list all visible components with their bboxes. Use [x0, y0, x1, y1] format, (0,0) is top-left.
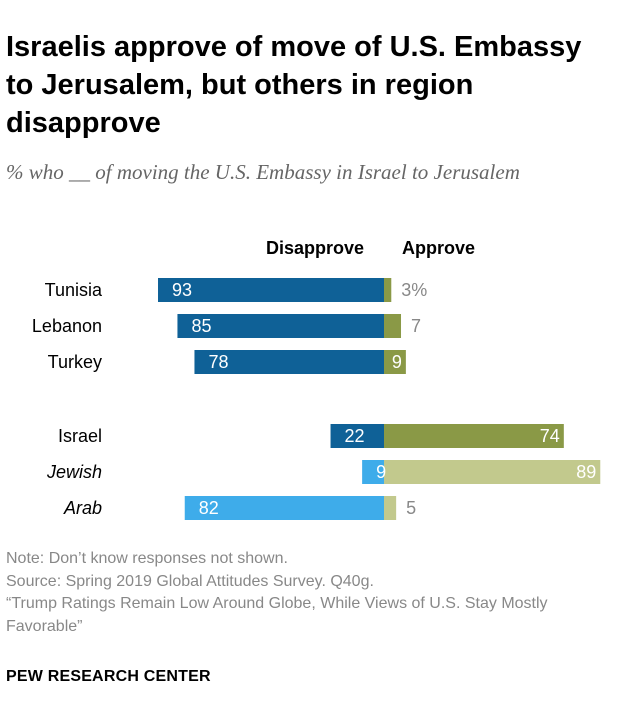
footnotes: Note: Don’t know responses not shown. So…	[6, 548, 616, 638]
disapprove-value-label: 78	[208, 352, 228, 372]
chart-subtitle: % who __ of moving the U.S. Embassy in I…	[6, 160, 520, 184]
approve-value-label: 74	[540, 426, 560, 446]
category-label: Jewish	[46, 462, 102, 482]
category-label: Israel	[58, 426, 102, 446]
disapprove-value-label: 93	[172, 280, 192, 300]
category-label: Lebanon	[32, 316, 102, 336]
approve-value-label: 3%	[401, 280, 427, 300]
approve-bar	[384, 460, 601, 484]
disapprove-value-label: 85	[191, 316, 211, 336]
brand-logo-text: PEW RESEARCH CENTER	[6, 668, 211, 685]
approve-value-label: 9	[392, 352, 402, 372]
disapprove-bar	[158, 278, 384, 302]
report-text: “Trump Ratings Remain Low Around Globe, …	[6, 595, 548, 635]
approve-bar	[384, 424, 564, 448]
legend-disapprove: Disapprove	[266, 238, 365, 258]
chart-title: Israelis approve of move of U.S. Embassy…	[6, 31, 582, 139]
disapprove-value-label: 22	[345, 426, 365, 446]
note-text: Note: Don’t know responses not shown.	[6, 550, 288, 567]
disapprove-bar	[362, 460, 384, 484]
approve-value-label: 7	[411, 316, 421, 336]
category-label: Arab	[63, 498, 102, 518]
disapprove-bar	[184, 496, 384, 520]
approve-bar	[384, 314, 402, 338]
diverging-bar-chart: Tunisia 93 3% Lebanon 85 7 Turkey 78 9 Israel 22 74…	[32, 278, 601, 520]
source-text: Source: Spring 2019 Global Attitudes Sur…	[6, 572, 374, 590]
disapprove-bar	[177, 314, 384, 338]
category-label: Tunisia	[45, 280, 103, 300]
approve-value-label: 89	[576, 462, 596, 482]
approve-bar	[384, 496, 397, 520]
disapprove-bar	[194, 350, 384, 374]
disapprove-value-label: 9	[376, 462, 386, 482]
approve-value-label: 5	[406, 498, 416, 518]
disapprove-value-label: 82	[199, 498, 219, 518]
category-label: Turkey	[48, 352, 102, 372]
approve-bar	[384, 278, 392, 302]
legend-approve: Approve	[402, 238, 476, 258]
approve-bar	[384, 350, 406, 374]
disapprove-bar	[330, 424, 384, 448]
